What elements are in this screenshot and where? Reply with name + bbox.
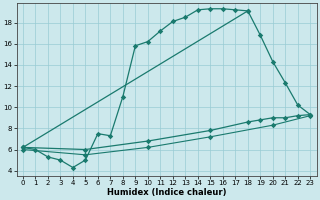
- X-axis label: Humidex (Indice chaleur): Humidex (Indice chaleur): [107, 188, 226, 197]
